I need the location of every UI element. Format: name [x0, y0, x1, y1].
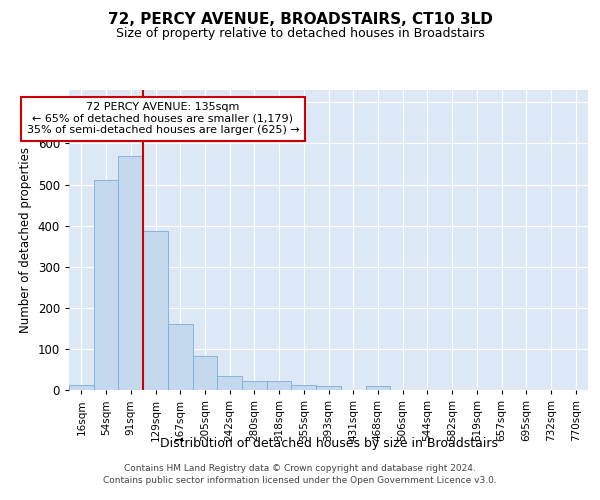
Bar: [168, 324, 193, 390]
Text: 72, PERCY AVENUE, BROADSTAIRS, CT10 3LD: 72, PERCY AVENUE, BROADSTAIRS, CT10 3LD: [107, 12, 493, 28]
Bar: [69, 384, 94, 390]
Text: Distribution of detached houses by size in Broadstairs: Distribution of detached houses by size …: [160, 438, 498, 450]
Bar: [316, 386, 341, 390]
Bar: [217, 376, 242, 390]
Text: Size of property relative to detached houses in Broadstairs: Size of property relative to detached ho…: [116, 28, 484, 40]
Text: Contains public sector information licensed under the Open Government Licence v3: Contains public sector information licen…: [103, 476, 497, 485]
Bar: [94, 180, 118, 390]
Bar: [365, 386, 390, 390]
Bar: [193, 356, 217, 390]
Text: Contains HM Land Registry data © Crown copyright and database right 2024.: Contains HM Land Registry data © Crown c…: [124, 464, 476, 473]
Bar: [267, 381, 292, 390]
Text: 72 PERCY AVENUE: 135sqm
← 65% of detached houses are smaller (1,179)
35% of semi: 72 PERCY AVENUE: 135sqm ← 65% of detache…: [26, 102, 299, 136]
Y-axis label: Number of detached properties: Number of detached properties: [19, 147, 32, 333]
Bar: [118, 156, 143, 390]
Bar: [292, 386, 316, 390]
Bar: [242, 382, 267, 390]
Bar: [143, 230, 168, 390]
